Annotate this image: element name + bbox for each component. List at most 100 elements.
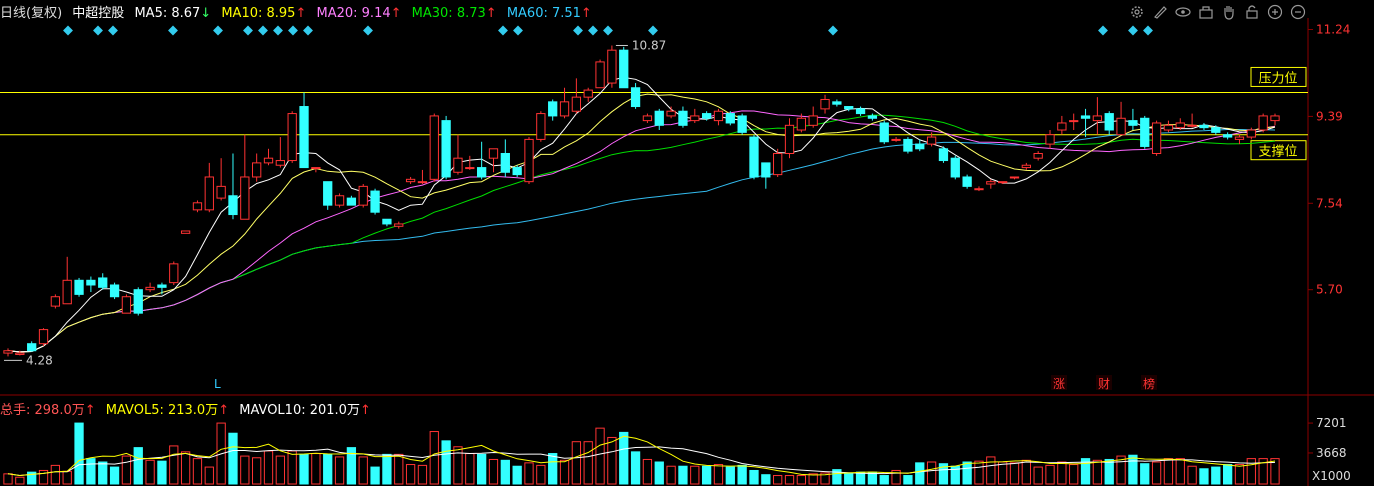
signal-marker xyxy=(498,25,508,36)
candle-body xyxy=(1092,115,1103,122)
candle-body xyxy=(536,113,546,140)
volume-bar-up xyxy=(3,473,13,485)
event-marker-bg xyxy=(1051,375,1067,390)
volume-bar-up xyxy=(240,455,250,485)
volume-bar-up xyxy=(311,453,321,485)
candle-down xyxy=(844,106,854,112)
candle-body xyxy=(1222,134,1233,138)
candle-up xyxy=(311,167,321,173)
volume-bar-up xyxy=(417,464,428,485)
candle-body xyxy=(216,185,226,199)
candle-down xyxy=(737,113,747,135)
candle-body xyxy=(1033,152,1043,159)
signal-marker xyxy=(1098,25,1108,36)
candle-body xyxy=(749,136,759,178)
gear-icon[interactable] xyxy=(1128,3,1145,20)
candle-body xyxy=(1116,117,1126,136)
signal-marker xyxy=(588,25,598,36)
volume-bar-up xyxy=(252,457,262,485)
signal-marker xyxy=(258,25,268,36)
candle-up xyxy=(784,118,795,159)
candle-up xyxy=(145,282,155,293)
candle-down xyxy=(761,162,771,189)
volume-bar-up xyxy=(1009,462,1020,485)
candle-body xyxy=(1175,122,1185,129)
volume-bar-up xyxy=(1116,455,1126,485)
candle-down xyxy=(1199,122,1209,131)
volume-bar-down xyxy=(879,475,889,485)
hand-icon[interactable] xyxy=(1220,3,1237,20)
ma5-line xyxy=(7,76,1276,353)
volume-bar-up xyxy=(666,465,676,485)
signal-marker xyxy=(243,25,253,36)
zoom-out-icon[interactable] xyxy=(1289,3,1306,20)
volume-bar-up xyxy=(986,456,996,485)
eye-icon[interactable] xyxy=(1174,3,1191,20)
candle-body xyxy=(512,167,522,176)
ma30-label: MA30: 8.73↑ xyxy=(411,6,497,21)
candle-body xyxy=(903,138,913,152)
volume-bar-up xyxy=(465,453,475,485)
candle-up xyxy=(1045,130,1055,149)
candle-body xyxy=(725,113,735,124)
volume-bar-down xyxy=(1104,458,1114,485)
volume-bar-up xyxy=(1069,464,1079,485)
zoom-in-icon[interactable] xyxy=(1266,3,1283,20)
candle-body xyxy=(382,218,392,225)
candle-body xyxy=(1080,115,1091,119)
volume-bar-up xyxy=(1033,466,1043,485)
volume-bar-up xyxy=(453,446,463,485)
volume-bar-down xyxy=(725,466,735,485)
candle-body xyxy=(109,284,120,298)
candle-down xyxy=(701,111,712,121)
candle-down xyxy=(678,106,688,128)
candle-down xyxy=(133,287,143,316)
candle-up xyxy=(38,328,49,347)
candle-up xyxy=(1187,113,1197,128)
candle-up xyxy=(642,113,653,123)
candle-body xyxy=(417,181,428,184)
volume-bar-up xyxy=(536,464,546,485)
candle-up xyxy=(417,169,428,185)
candle-up xyxy=(666,106,676,119)
candle-up xyxy=(429,113,439,182)
candle-up xyxy=(180,230,191,234)
volume-bar-down xyxy=(619,431,629,485)
candle-body xyxy=(500,152,510,173)
candle-up xyxy=(453,134,463,175)
signal-marker xyxy=(828,25,838,36)
period-label[interactable]: 日线(复权) xyxy=(0,6,63,21)
candle-body xyxy=(761,162,771,178)
candle-body xyxy=(133,289,143,314)
volume-bar-down xyxy=(903,475,913,485)
lock-icon[interactable] xyxy=(1243,3,1260,20)
candle-up xyxy=(524,137,534,185)
volume-bar-up xyxy=(524,462,534,485)
candle-up xyxy=(275,137,285,168)
volume-bar-up xyxy=(204,466,214,485)
candle-down xyxy=(1080,108,1091,138)
signal-marker xyxy=(63,25,73,36)
volume-bar-up xyxy=(820,472,830,485)
volume-bar-down xyxy=(844,472,854,485)
candle-body xyxy=(98,277,108,288)
volume-bar-up xyxy=(429,431,439,485)
candle-down xyxy=(654,108,664,131)
basket-icon[interactable] xyxy=(1197,3,1214,20)
candle-up xyxy=(1021,162,1031,170)
volume-bar-up xyxy=(1151,461,1162,485)
pen-icon[interactable] xyxy=(1151,3,1168,20)
chart-toolbar xyxy=(1128,3,1306,20)
candle-down xyxy=(749,134,759,180)
candle-body xyxy=(157,284,167,288)
candle-up xyxy=(607,45,617,88)
signal-marker xyxy=(573,25,583,36)
candle-body xyxy=(62,279,72,305)
candle-body xyxy=(441,120,451,178)
volume-bar-up xyxy=(15,476,25,485)
volume-bar-down xyxy=(157,460,167,485)
volume-bar-up xyxy=(642,458,653,485)
candle-down xyxy=(903,137,913,154)
candle-down xyxy=(74,277,84,297)
